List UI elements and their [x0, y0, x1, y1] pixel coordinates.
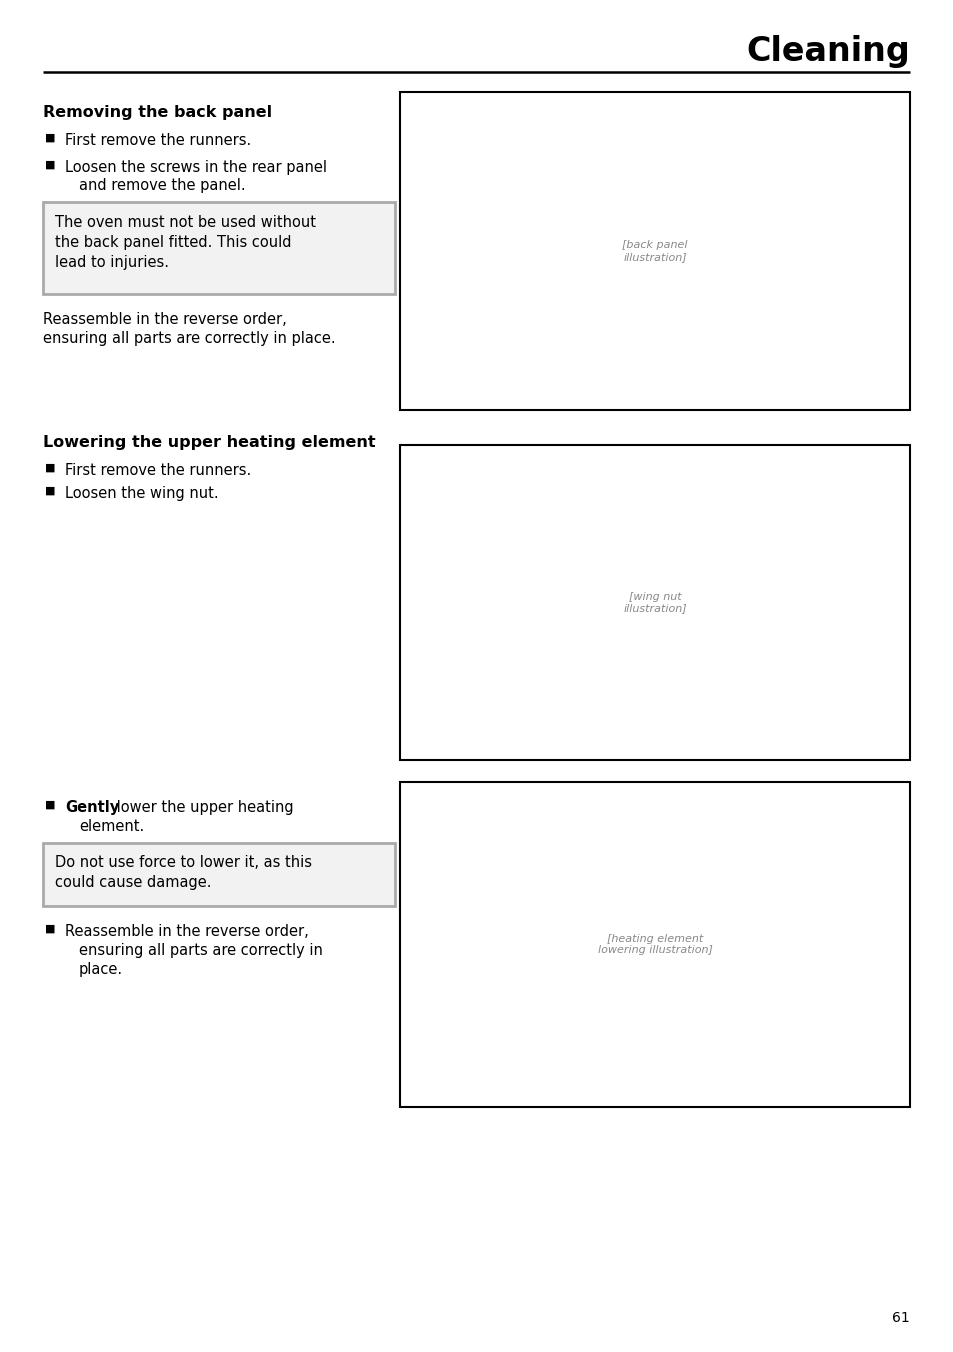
Text: lower the upper heating: lower the upper heating — [112, 800, 294, 815]
Text: [wing nut
illustration]: [wing nut illustration] — [622, 592, 686, 614]
Text: ■: ■ — [45, 160, 55, 170]
Text: Reassemble in the reverse order,: Reassemble in the reverse order, — [43, 312, 287, 327]
Bar — [43, 844, 395, 906]
Text: First remove the runners.: First remove the runners. — [65, 132, 251, 147]
Text: ■: ■ — [45, 923, 55, 934]
Text: Loosen the screws in the rear panel: Loosen the screws in the rear panel — [65, 160, 327, 174]
Text: Removing the back panel: Removing the back panel — [43, 105, 272, 120]
Text: ■: ■ — [45, 485, 55, 496]
Text: ■: ■ — [45, 462, 55, 473]
Text: Lowering the upper heating element: Lowering the upper heating element — [43, 435, 375, 450]
Bar — [399, 781, 909, 1107]
Text: ■: ■ — [45, 800, 55, 810]
Text: Do not use force to lower it, as this: Do not use force to lower it, as this — [55, 854, 312, 869]
Text: could cause damage.: could cause damage. — [55, 875, 212, 890]
Text: [heating element
lowering illustration]: [heating element lowering illustration] — [597, 934, 712, 956]
Text: The oven must not be used without: The oven must not be used without — [55, 215, 315, 230]
Bar — [43, 201, 395, 293]
Text: ■: ■ — [45, 132, 55, 143]
Text: [back panel
illustration]: [back panel illustration] — [621, 241, 687, 262]
Text: First remove the runners.: First remove the runners. — [65, 462, 251, 479]
Text: element.: element. — [79, 819, 144, 834]
Text: 61: 61 — [891, 1311, 909, 1325]
Text: Loosen the wing nut.: Loosen the wing nut. — [65, 485, 218, 502]
Text: lead to injuries.: lead to injuries. — [55, 256, 169, 270]
Text: and remove the panel.: and remove the panel. — [79, 178, 245, 193]
Text: Cleaning: Cleaning — [745, 35, 909, 69]
Text: ensuring all parts are correctly in: ensuring all parts are correctly in — [79, 942, 322, 959]
Text: Gently: Gently — [65, 800, 119, 815]
Text: the back panel fitted. This could: the back panel fitted. This could — [55, 235, 292, 250]
Text: Reassemble in the reverse order,: Reassemble in the reverse order, — [65, 923, 309, 940]
Bar — [399, 445, 909, 760]
Text: place.: place. — [79, 963, 123, 977]
Bar — [399, 92, 909, 410]
Text: ensuring all parts are correctly in place.: ensuring all parts are correctly in plac… — [43, 331, 335, 346]
